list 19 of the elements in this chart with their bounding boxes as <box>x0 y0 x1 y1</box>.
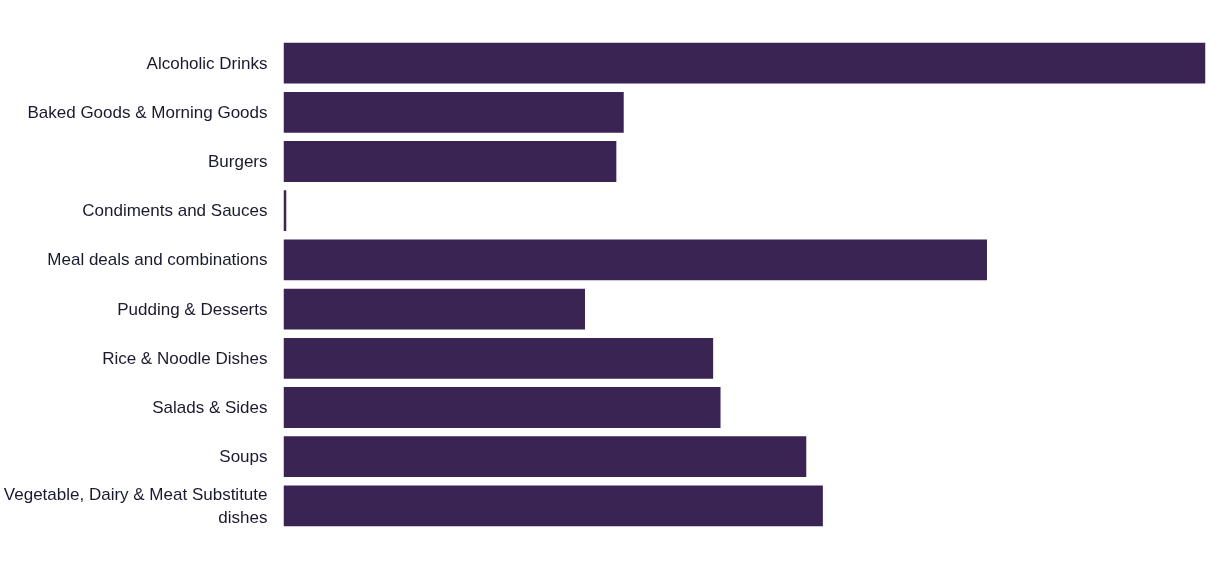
y-tick-label: Rice & Noodle Dishes <box>102 348 268 368</box>
y-tick-label: Meal deals and combinations <box>47 250 268 270</box>
y-tick-label: Vegetable, Dairy & Meat Substitute dishes <box>3 485 268 527</box>
y-tick-label: Alcoholic Drinks <box>146 53 268 73</box>
y-tick-label: Soups <box>219 447 268 467</box>
bar <box>283 337 714 379</box>
bar <box>283 288 585 330</box>
bar <box>283 239 987 281</box>
bar <box>283 141 617 182</box>
bar <box>283 387 721 428</box>
bar <box>283 91 624 133</box>
y-tick-label: Pudding & Desserts <box>117 299 268 319</box>
y-tick-label: Salads & Sides <box>152 398 268 417</box>
y-tick-label: Burgers <box>207 152 268 171</box>
bar <box>283 485 823 527</box>
bar <box>283 42 1206 84</box>
y-tick-label: Baked Goods & Morning Goods <box>27 102 268 122</box>
bar <box>283 436 807 478</box>
y-tick-label: Condiments and Sauces <box>82 201 268 221</box>
